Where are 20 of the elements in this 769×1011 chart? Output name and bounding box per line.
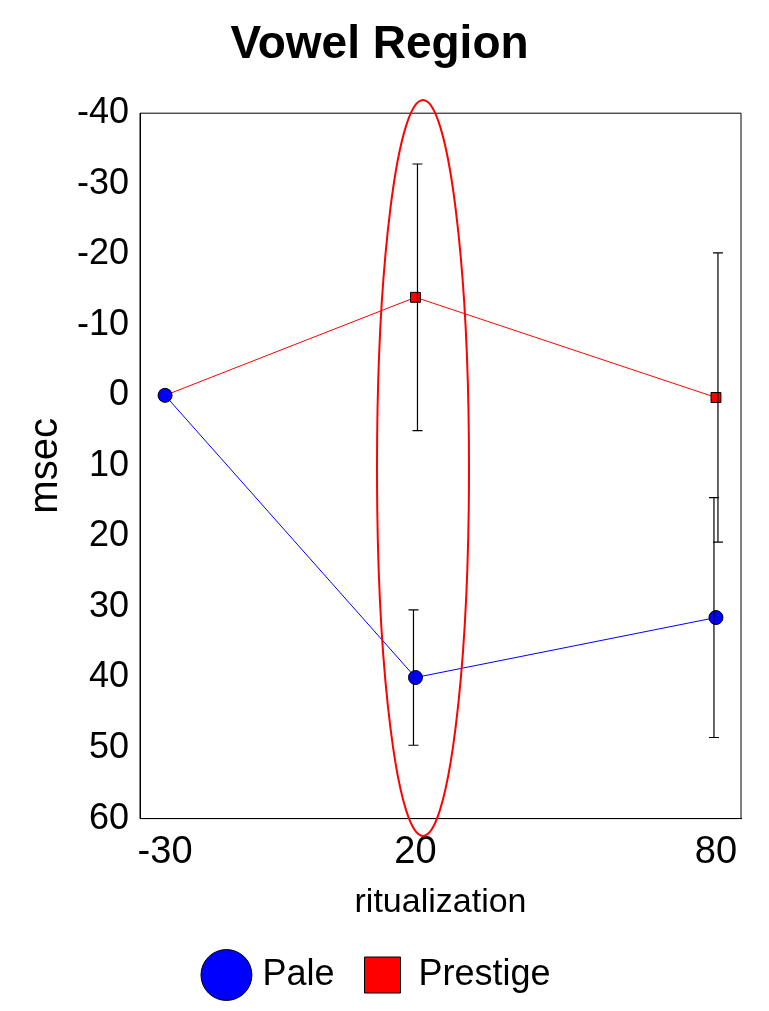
x-tick-label: 20 xyxy=(394,828,437,871)
y-tick-label: 0 xyxy=(109,372,130,414)
y-tick-label: -20 xyxy=(77,231,130,273)
legend-label: Prestige xyxy=(418,951,551,993)
y-tick-label: 50 xyxy=(88,724,130,766)
y-tick-label: -40 xyxy=(77,90,130,132)
y-tick-label: 30 xyxy=(88,583,130,625)
x-tick-label: -30 xyxy=(137,828,193,871)
legend-label: Pale xyxy=(262,951,335,993)
y-tick-label: 40 xyxy=(88,654,130,696)
x-tick-label: 80 xyxy=(694,828,738,871)
y-axis-title: msec xyxy=(21,418,66,514)
y-tick-label: 20 xyxy=(88,513,130,555)
x-axis-title: ritualization xyxy=(354,880,527,919)
y-tick-label: 60 xyxy=(88,795,130,837)
y-tick-label: -10 xyxy=(77,301,130,343)
y-tick-label: -30 xyxy=(77,160,130,202)
chart-title: Vowel Region xyxy=(230,16,529,69)
point xyxy=(407,670,423,686)
y-tick-label: 10 xyxy=(88,442,130,484)
